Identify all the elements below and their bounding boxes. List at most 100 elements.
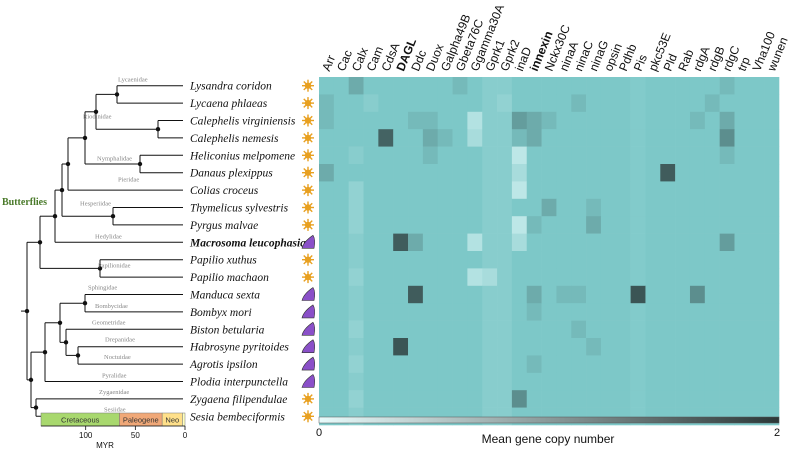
heatmap-cell xyxy=(556,320,572,339)
heatmap-cell xyxy=(437,216,453,234)
heatmap-cell xyxy=(511,285,528,304)
heatmap-cell xyxy=(319,164,335,182)
heatmap-cell xyxy=(348,164,364,182)
heatmap-cell xyxy=(675,355,691,374)
heatmap-cell xyxy=(422,320,439,339)
heatmap-cell xyxy=(497,146,513,165)
heatmap-cell xyxy=(363,181,379,200)
heatmap-cell xyxy=(422,164,439,182)
heatmap-cell xyxy=(704,268,720,287)
heatmap-cell xyxy=(482,181,498,200)
heatmap-cell xyxy=(719,216,735,234)
heatmap-cell xyxy=(630,390,646,408)
heatmap-cell xyxy=(452,320,468,339)
heatmap-cell xyxy=(363,146,379,165)
heatmap-cell xyxy=(378,216,394,234)
heatmap-cell xyxy=(675,390,691,408)
gene-labels: ArrCacCalxCamCdsADAGLDdcDuoxGalpha49BGbe… xyxy=(319,2,790,74)
heatmap-cell xyxy=(749,77,765,95)
family-label: Hesperiidae xyxy=(80,201,111,208)
heatmap-cell xyxy=(734,129,750,147)
heatmap-cell xyxy=(660,94,676,113)
heatmap-cell xyxy=(660,372,676,391)
gene-label: Pld xyxy=(661,52,680,73)
sun-ray xyxy=(303,226,307,230)
sun-icon xyxy=(302,114,314,127)
sun-ray xyxy=(309,226,313,230)
colorbar-gradient xyxy=(318,416,780,424)
heatmap-cell xyxy=(660,129,676,147)
heatmap-cell xyxy=(645,372,661,391)
heatmap-cell xyxy=(526,146,542,165)
heatmap-cell xyxy=(600,129,617,147)
heatmap-cell xyxy=(333,198,349,217)
family-label: Nymphalidae xyxy=(97,155,132,162)
heatmap-cell xyxy=(437,164,453,182)
moon-icon xyxy=(301,304,315,319)
heatmap-cell xyxy=(615,303,631,321)
heatmap-cell xyxy=(319,338,335,356)
colorbar: 0 2 Mean gene copy number xyxy=(316,416,780,446)
sun-icon xyxy=(302,149,314,162)
heatmap-cell xyxy=(348,303,364,321)
heatmap-cell xyxy=(333,320,349,339)
heatmap-cell xyxy=(689,338,706,356)
heatmap-cell xyxy=(541,164,557,182)
heatmap-cell xyxy=(422,111,439,130)
family-label: Lycaenidae xyxy=(118,77,148,84)
heatmap-cell xyxy=(482,129,498,147)
heatmap-cell xyxy=(437,198,453,217)
heatmap-cell xyxy=(586,77,602,95)
sun-ray xyxy=(303,278,307,282)
heatmap-cell xyxy=(482,164,498,182)
heatmap-cell xyxy=(437,77,453,95)
heatmap-cell xyxy=(333,77,349,95)
heatmap-cell xyxy=(630,129,646,147)
heatmap-cell xyxy=(497,372,513,391)
heatmap-cell xyxy=(482,94,498,113)
heatmap-cell xyxy=(600,390,617,408)
heatmap-cell xyxy=(704,181,720,200)
sun-core xyxy=(304,99,312,107)
species-label: Plodia interpunctella xyxy=(189,377,288,389)
family-label: Geometridae xyxy=(92,319,126,326)
heatmap-cell xyxy=(452,233,468,252)
heatmap-cell xyxy=(586,111,602,130)
heatmap-cell xyxy=(408,268,424,287)
heatmap-cell xyxy=(319,146,335,165)
heatmap-cell xyxy=(600,285,617,304)
heatmap-cell xyxy=(645,355,661,374)
heatmap-cell xyxy=(719,111,735,130)
heatmap-cell xyxy=(408,320,424,339)
sun-ray xyxy=(303,150,307,154)
heatmap-cell xyxy=(526,320,542,339)
heatmap-cell xyxy=(408,146,424,165)
heatmap-cell xyxy=(764,129,780,147)
heatmap-cell xyxy=(467,198,483,217)
heatmap-cell xyxy=(526,129,542,147)
heatmap-cell xyxy=(675,164,691,182)
heatmap-cell xyxy=(363,355,379,374)
heatmap-cell xyxy=(660,111,676,130)
sun-icon xyxy=(302,410,314,423)
heatmap-cell xyxy=(452,181,468,200)
heatmap-cell xyxy=(704,164,720,182)
heatmap-cell xyxy=(378,77,394,95)
sun-ray xyxy=(303,400,307,404)
period-box xyxy=(182,412,186,427)
heatmap-cell xyxy=(378,146,394,165)
family-labels: Lycaenidae Riodinidae Nymphalidae Pieridae H… xyxy=(80,77,148,414)
heatmap-cell xyxy=(422,146,439,165)
heatmap-cell xyxy=(422,303,439,321)
heatmap-cell xyxy=(319,268,335,287)
heatmap-cell xyxy=(764,251,780,269)
heatmap-cell xyxy=(437,268,453,287)
heatmap-cell xyxy=(764,338,780,356)
sun-ray xyxy=(309,133,313,137)
heatmap-cell xyxy=(734,390,750,408)
heatmap-cell xyxy=(704,94,720,113)
heatmap-cell xyxy=(719,129,735,147)
heatmap-cell xyxy=(615,372,631,391)
heatmap-cell xyxy=(319,355,335,374)
heatmap-cell xyxy=(437,338,453,356)
